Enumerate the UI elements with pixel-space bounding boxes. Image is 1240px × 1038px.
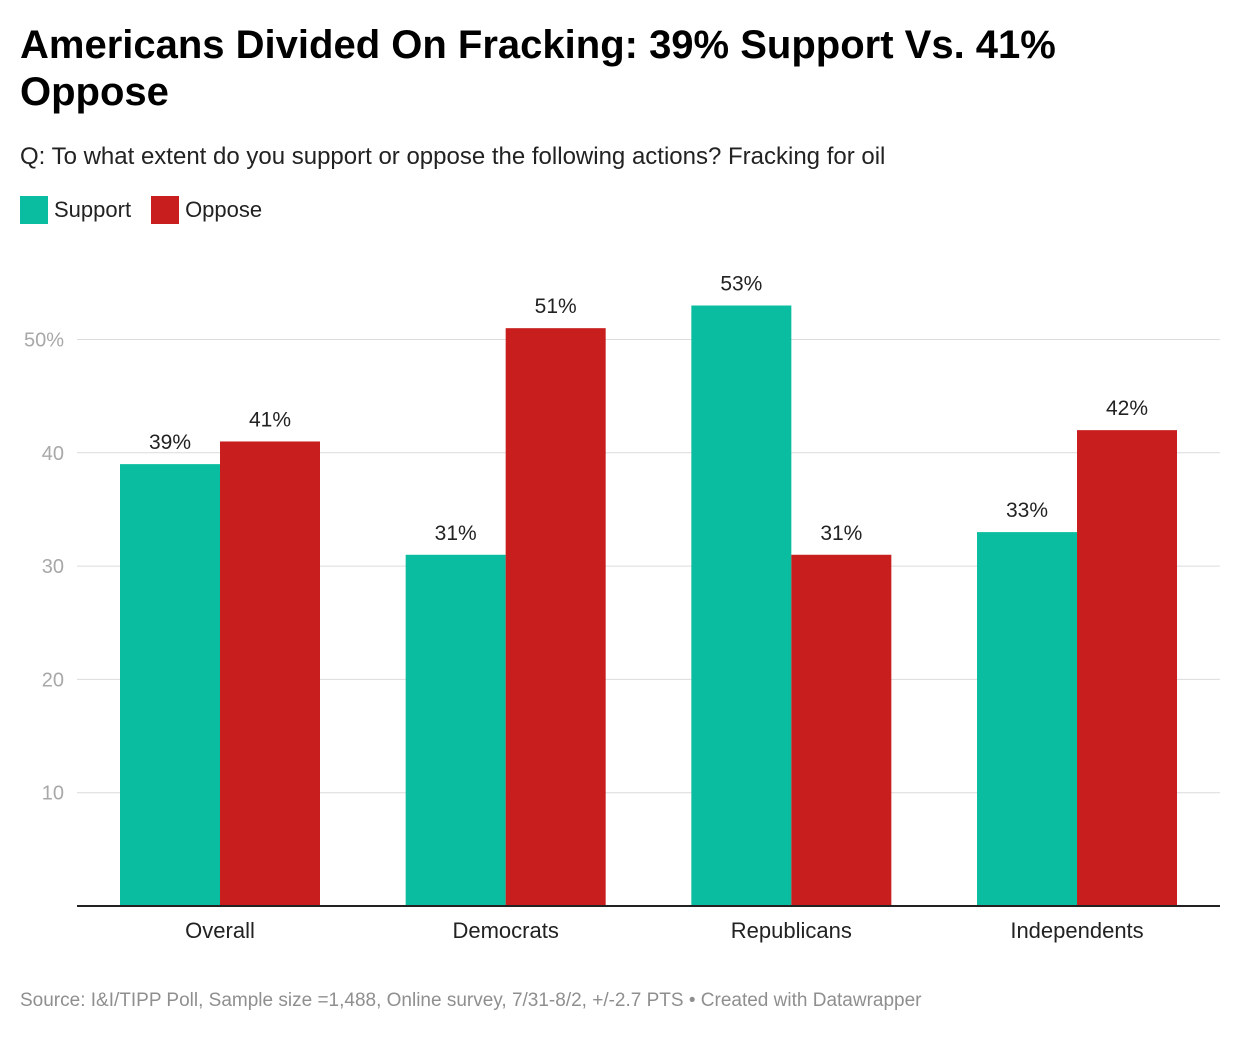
bar [120, 464, 220, 906]
bar-value-label: 33% [1006, 499, 1048, 522]
bar [505, 328, 606, 906]
legend-label-oppose: Oppose [185, 197, 263, 222]
bar [220, 441, 320, 906]
source-note: Source: I&I/TIPP Poll, Sample size =1,48… [20, 990, 922, 1011]
x-tick-label: Independents [1010, 918, 1143, 943]
bar [977, 532, 1078, 906]
bar [691, 305, 792, 906]
x-tick-label: Overall [185, 918, 255, 943]
y-tick-label: 20 [42, 669, 64, 691]
y-tick-label: 10 [42, 783, 64, 805]
bar [1077, 430, 1178, 906]
y-tick-label: 50% [24, 330, 64, 352]
bar [791, 554, 892, 906]
bar-value-label: 51% [535, 295, 577, 318]
bar-value-label: 39% [149, 431, 191, 454]
y-tick-label: 40 [42, 443, 64, 465]
bar-value-label: 53% [720, 273, 762, 296]
x-tick-label: Republicans [731, 918, 852, 943]
legend-swatch-oppose [151, 196, 180, 224]
bar [405, 554, 506, 906]
legend-label-support: Support [54, 197, 132, 222]
bar-value-label: 31% [435, 522, 477, 545]
chart-subtitle: Q: To what extent do you support or oppo… [20, 143, 886, 170]
bar-value-label: 42% [1106, 397, 1148, 420]
legend-item-support: Support [20, 196, 131, 224]
bar-value-label: 31% [820, 522, 862, 545]
bar-value-label: 41% [249, 408, 291, 431]
chart-title: Americans Divided On Fracking: 39% Suppo… [20, 23, 1056, 114]
legend: Support Oppose [20, 196, 282, 224]
legend-item-oppose: Oppose [151, 196, 262, 224]
legend-swatch-support [20, 196, 48, 224]
x-tick-label: Democrats [452, 918, 558, 943]
y-tick-label: 30 [42, 556, 64, 578]
